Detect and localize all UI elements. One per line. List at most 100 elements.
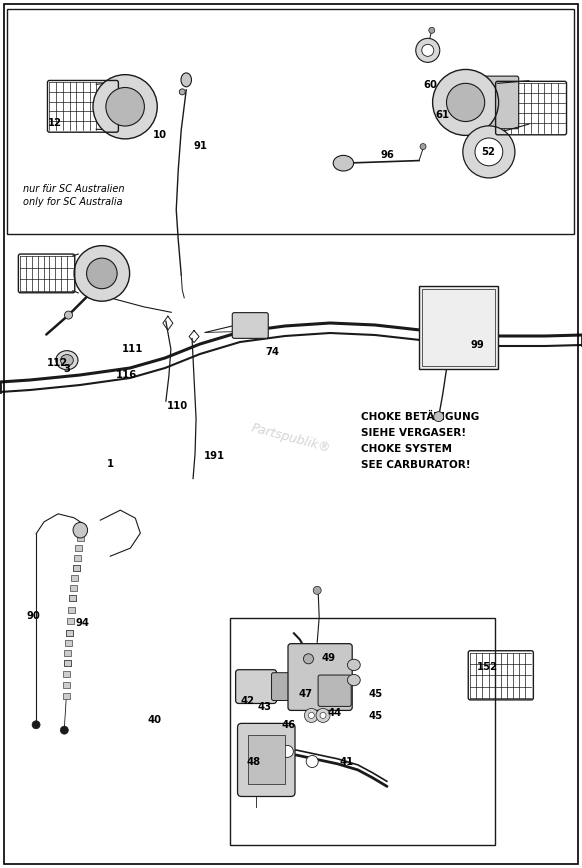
Text: 10: 10: [153, 129, 167, 140]
Bar: [73, 565, 80, 571]
FancyBboxPatch shape: [482, 76, 519, 128]
Circle shape: [93, 75, 157, 139]
Text: 45: 45: [368, 689, 382, 700]
Bar: [7, 9, 574, 234]
Bar: [69, 595, 76, 602]
Text: 61: 61: [435, 109, 449, 120]
Text: 91: 91: [194, 141, 208, 151]
Ellipse shape: [333, 155, 354, 171]
Bar: [69, 595, 76, 602]
FancyBboxPatch shape: [232, 312, 268, 339]
Text: 112: 112: [47, 358, 68, 368]
Circle shape: [313, 586, 321, 595]
Text: only for SC Australia: only for SC Australia: [23, 197, 123, 207]
Circle shape: [320, 713, 326, 719]
Bar: [65, 641, 72, 646]
Text: 43: 43: [258, 702, 272, 713]
Text: 90: 90: [27, 611, 41, 621]
Text: 48: 48: [246, 757, 260, 767]
Text: SEE CARBURATOR!: SEE CARBURATOR!: [361, 460, 470, 470]
Text: 116: 116: [116, 370, 137, 380]
Text: SIEHE VERGASER!: SIEHE VERGASER!: [361, 428, 466, 437]
Circle shape: [422, 44, 434, 56]
Circle shape: [306, 755, 318, 767]
Text: 60: 60: [424, 80, 438, 90]
Bar: [64, 661, 71, 666]
Circle shape: [65, 311, 73, 319]
Text: 3: 3: [63, 364, 70, 374]
Text: 191: 191: [204, 450, 225, 461]
Circle shape: [434, 411, 443, 422]
Bar: [70, 585, 77, 591]
FancyBboxPatch shape: [122, 89, 140, 124]
Bar: [63, 694, 70, 699]
Text: 42: 42: [240, 696, 254, 707]
Ellipse shape: [61, 354, 73, 366]
Bar: [66, 630, 73, 636]
Ellipse shape: [181, 73, 191, 87]
Text: CHOKE SYSTEM: CHOKE SYSTEM: [361, 444, 452, 454]
Bar: [63, 682, 70, 688]
Text: 74: 74: [265, 346, 279, 357]
Circle shape: [61, 727, 68, 734]
Circle shape: [420, 143, 426, 149]
Text: 111: 111: [122, 344, 143, 354]
Circle shape: [179, 89, 185, 95]
Ellipse shape: [56, 351, 78, 370]
Circle shape: [432, 69, 499, 135]
FancyBboxPatch shape: [272, 673, 293, 700]
Text: 94: 94: [76, 618, 90, 628]
Bar: [66, 630, 73, 636]
Circle shape: [281, 746, 293, 758]
FancyBboxPatch shape: [288, 644, 352, 710]
FancyBboxPatch shape: [236, 670, 276, 703]
Circle shape: [106, 88, 144, 126]
Bar: [422, 289, 495, 366]
Bar: [65, 650, 72, 656]
Circle shape: [74, 246, 130, 301]
Bar: [63, 671, 70, 677]
FancyBboxPatch shape: [318, 675, 351, 707]
Circle shape: [308, 713, 314, 719]
Circle shape: [87, 258, 117, 289]
Text: 44: 44: [328, 708, 342, 719]
Ellipse shape: [347, 674, 360, 686]
Text: Partspublik®: Partspublik®: [250, 422, 332, 455]
Bar: [73, 565, 80, 571]
Bar: [74, 556, 81, 561]
Bar: [419, 286, 498, 369]
Bar: [67, 619, 74, 624]
Bar: [247, 735, 285, 785]
Text: 152: 152: [477, 661, 498, 672]
Text: 99: 99: [470, 340, 484, 351]
Text: 41: 41: [339, 757, 353, 767]
Bar: [64, 661, 71, 666]
Text: 52: 52: [481, 147, 495, 157]
Ellipse shape: [73, 523, 88, 538]
Circle shape: [416, 38, 440, 62]
Circle shape: [303, 654, 314, 664]
Text: 1: 1: [107, 459, 114, 470]
Text: 40: 40: [147, 715, 161, 726]
Circle shape: [32, 720, 40, 729]
Circle shape: [475, 138, 503, 166]
Text: 46: 46: [281, 720, 295, 730]
Text: 12: 12: [48, 118, 62, 128]
Text: nur für SC Australien: nur für SC Australien: [23, 184, 125, 194]
Circle shape: [429, 28, 435, 33]
Bar: [76, 545, 83, 551]
Bar: [230, 618, 495, 845]
Text: 47: 47: [299, 689, 313, 700]
Circle shape: [304, 708, 318, 722]
Circle shape: [463, 126, 515, 178]
Text: 45: 45: [368, 711, 382, 721]
Bar: [72, 575, 79, 582]
Text: 49: 49: [322, 653, 336, 663]
Ellipse shape: [347, 660, 360, 670]
Bar: [68, 607, 75, 613]
FancyBboxPatch shape: [237, 723, 295, 797]
Bar: [77, 536, 84, 541]
Circle shape: [316, 708, 330, 722]
Text: 96: 96: [380, 149, 394, 160]
Text: CHOKE BETÄTIGUNG: CHOKE BETÄTIGUNG: [361, 411, 479, 422]
